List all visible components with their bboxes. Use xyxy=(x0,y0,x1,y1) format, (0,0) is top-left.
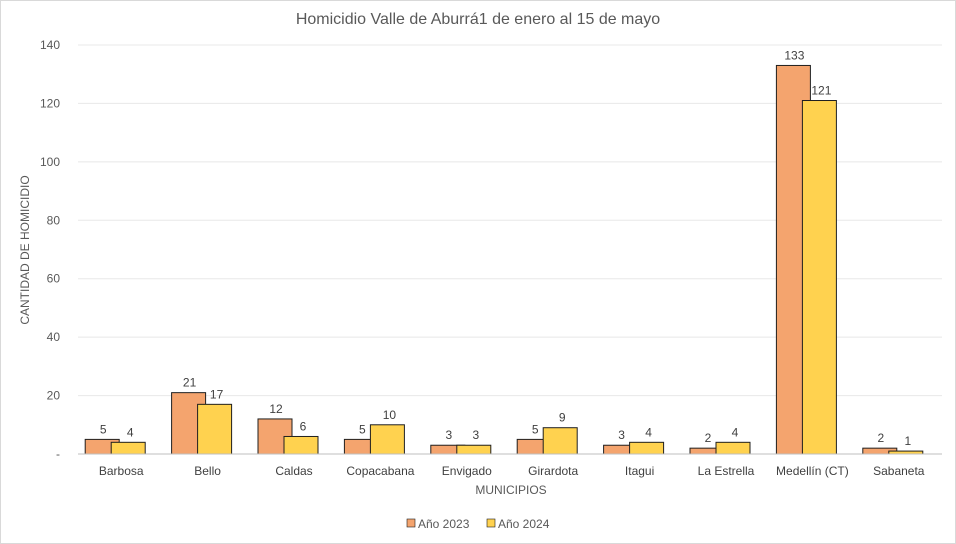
bar-ano-2024 xyxy=(542,427,578,455)
x-category-label: La Estrella xyxy=(698,464,755,478)
bar-ano-2024 xyxy=(715,441,751,455)
x-category-label: Copacabana xyxy=(346,464,414,478)
legend-swatch xyxy=(486,518,496,528)
y-tick-label: 120 xyxy=(40,96,60,110)
y-tick-label: 80 xyxy=(47,213,61,227)
data-label: 12 xyxy=(269,402,283,416)
legend-label: Año 2023 xyxy=(418,517,470,531)
x-axis-categories: Barbosa Bello Caldas Copacabana Envigado Gira… xyxy=(99,464,925,478)
y-tick-label: 20 xyxy=(47,389,61,403)
bar-ano-2024 xyxy=(283,435,319,455)
y-axis-ticks: - 20 40 60 80 100 120 140 xyxy=(40,38,60,461)
data-label: 10 xyxy=(383,408,397,422)
bar-ano-2024 xyxy=(456,444,492,455)
legend-label: Año 2024 xyxy=(498,517,550,531)
data-label: 1 xyxy=(904,434,911,448)
y-tick-label: 100 xyxy=(40,155,60,169)
legend: Año 2023 Año 2024 xyxy=(406,517,550,531)
x-category-label: Medellín (CT) xyxy=(776,464,849,478)
x-category-label: Envigado xyxy=(442,464,492,478)
y-tick-label: 140 xyxy=(40,38,60,52)
data-label: 3 xyxy=(472,428,479,442)
data-label: 4 xyxy=(645,425,652,439)
data-label: 4 xyxy=(127,425,134,439)
data-label: 17 xyxy=(210,387,224,401)
y-tick-label: 60 xyxy=(47,272,61,286)
data-label: 5 xyxy=(359,422,366,436)
bars xyxy=(84,64,924,455)
data-label: 121 xyxy=(811,84,831,98)
data-label: 3 xyxy=(618,428,625,442)
chart-title: Homicidio Valle de Aburrá1 de enero al 1… xyxy=(296,11,660,28)
y-axis-title: CANTIDAD DE HOMICIDIO xyxy=(18,175,32,324)
data-label: 6 xyxy=(300,419,307,433)
data-label: 133 xyxy=(784,48,804,62)
data-label: 2 xyxy=(705,431,712,445)
data-label: 4 xyxy=(732,425,739,439)
x-category-label: Bello xyxy=(194,464,221,478)
x-category-label: Caldas xyxy=(275,464,312,478)
x-axis-title: MUNICIPIOS xyxy=(475,483,546,497)
y-tick-label: - xyxy=(56,447,60,461)
bar-ano-2024 xyxy=(369,424,405,455)
data-label: 9 xyxy=(559,411,566,425)
y-tick-label: 40 xyxy=(47,330,61,344)
x-category-label: Barbosa xyxy=(99,464,144,478)
bar-ano-2024 xyxy=(197,403,233,455)
data-label: 5 xyxy=(100,422,107,436)
data-label: 21 xyxy=(183,376,197,390)
data-label: 3 xyxy=(445,428,452,442)
data-label: 2 xyxy=(877,431,884,445)
x-category-label: Girardota xyxy=(528,464,578,478)
bar-ano-2024 xyxy=(629,441,665,455)
x-category-label: Itagui xyxy=(625,464,654,478)
x-category-label: Sabaneta xyxy=(873,464,925,478)
legend-swatch xyxy=(406,518,416,528)
bar-ano-2024 xyxy=(110,441,146,455)
bar-ano-2024 xyxy=(801,100,837,455)
data-label: 5 xyxy=(532,422,539,436)
